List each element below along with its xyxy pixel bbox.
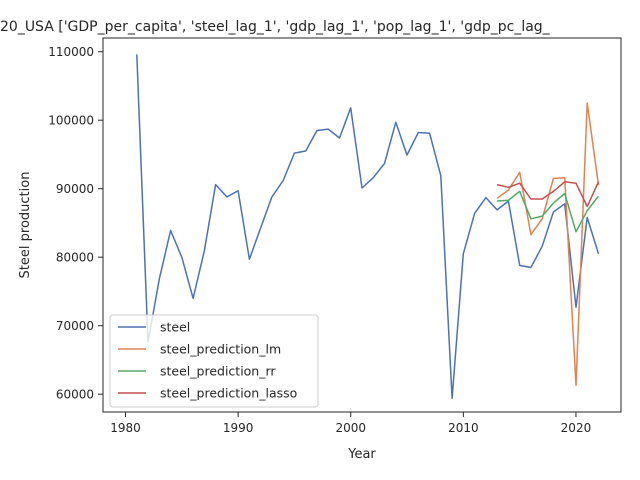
- y-axis-label: Steel production: [18, 172, 33, 279]
- y-tick-label: 110000: [48, 45, 94, 59]
- x-tick-label: 1990: [223, 421, 254, 435]
- y-tick-label: 100000: [48, 114, 94, 128]
- x-tick-label: 1980: [110, 421, 141, 435]
- series-lines: [136, 54, 600, 400]
- series-line-steel: [136, 54, 600, 400]
- series-line-steel-prediction-lm: [496, 102, 600, 387]
- x-tick-label: 2020: [561, 421, 592, 435]
- legend-label: steel_prediction_lm: [160, 342, 281, 357]
- x-axis-label: Year: [347, 447, 376, 462]
- y-tick-label: 90000: [56, 182, 94, 196]
- x-tick-label: 2000: [335, 421, 366, 435]
- x-axis: 1980 1990 2000 2010 2020: [110, 412, 591, 435]
- series-line-steel-prediction-lasso: [496, 181, 600, 208]
- y-tick-label: 70000: [56, 319, 94, 333]
- y-tick-label: 60000: [56, 388, 94, 402]
- legend-box: [109, 314, 319, 408]
- legend: steel steel_prediction_lm steel_prediction…: [109, 314, 319, 408]
- series-line-steel-prediction-rr: [497, 190, 600, 233]
- legend-label: steel: [160, 320, 190, 335]
- y-axis: 60000 70000 80000 90000 100000 110000: [48, 45, 103, 402]
- y-tick-label: 80000: [56, 251, 94, 265]
- x-tick-label: 2010: [448, 421, 479, 435]
- legend-label: steel_prediction_rr: [160, 364, 276, 379]
- chart-title: 20_USA ['GDP_per_capita', 'steel_lag_1',…: [0, 19, 551, 35]
- legend-label: steel_prediction_lasso: [160, 386, 297, 401]
